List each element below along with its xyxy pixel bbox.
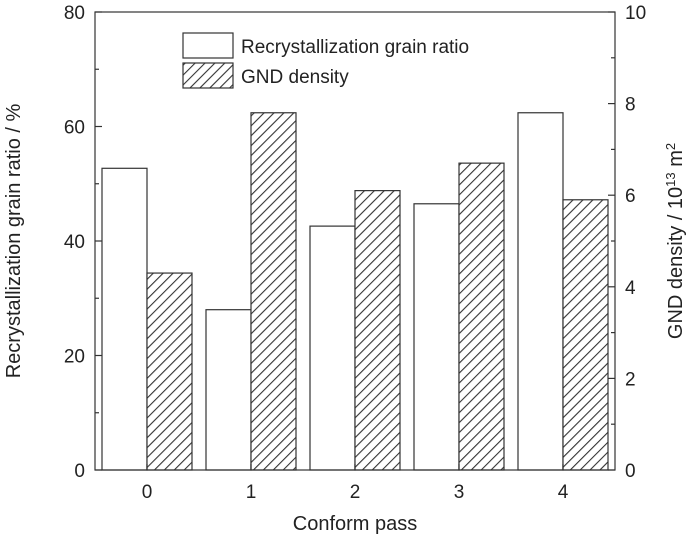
bar-gnd-density-3 (458, 162, 505, 471)
y-tick-label-40: 40 (64, 232, 85, 253)
x-tick-label-3: 3 (454, 482, 465, 503)
legend: Recrystallization grain ratio GND densit… (182, 32, 469, 89)
bar-gnd-density-2 (354, 190, 401, 471)
bar-recrystallization-2 (309, 225, 356, 471)
y2-tick-label-8: 8 (625, 95, 636, 116)
bars-group (101, 112, 609, 471)
legend-label-gnd-density: GND density (241, 67, 349, 88)
bar-recrystallization-4 (517, 112, 564, 471)
y2-axis-title-main: GND density / 10 (665, 187, 687, 339)
bar-recrystallization-1 (205, 309, 252, 471)
y-axis-title: Recrystallization grain ratio / % (3, 104, 25, 379)
x-axis-title: Conform pass (293, 513, 418, 535)
y2-axis-title-unit-sup: 2 (663, 143, 678, 150)
bar-recrystallization-0 (101, 167, 148, 471)
y2-tick-label-2: 2 (625, 369, 636, 390)
y2-axis-title-unit: m (665, 150, 687, 172)
bar-gnd-density-4 (562, 199, 609, 471)
legend-label-recrystallization: Recrystallization grain ratio (241, 37, 469, 58)
y2-axis-title: GND density / 1013 m2 (663, 143, 688, 339)
y-tick-label-80: 80 (64, 3, 85, 24)
bar-gnd-density-0 (146, 272, 193, 471)
y2-axis-title-sup: 13 (663, 172, 678, 186)
y-tick-label-20: 20 (64, 347, 85, 368)
bar-recrystallization-3 (413, 203, 460, 471)
x-tick-label-2: 2 (350, 482, 361, 503)
y2-tick-label-0: 0 (625, 461, 636, 482)
y-tick-label-0: 0 (74, 461, 85, 482)
x-tick-label-1: 1 (246, 482, 257, 503)
y2-tick-label-6: 6 (625, 186, 636, 207)
x-tick-label-4: 4 (558, 482, 569, 503)
y2-tick-label-4: 4 (625, 278, 636, 299)
plot-frame (94, 11, 616, 471)
legend-swatch-gnd-density (182, 62, 234, 89)
y-tick-label-60: 60 (64, 118, 85, 139)
legend-swatch-recrystallization (182, 32, 234, 59)
x-tick-label-0: 0 (142, 482, 153, 503)
y2-tick-label-10: 10 (625, 3, 646, 24)
bar-gnd-density-1 (250, 112, 297, 471)
